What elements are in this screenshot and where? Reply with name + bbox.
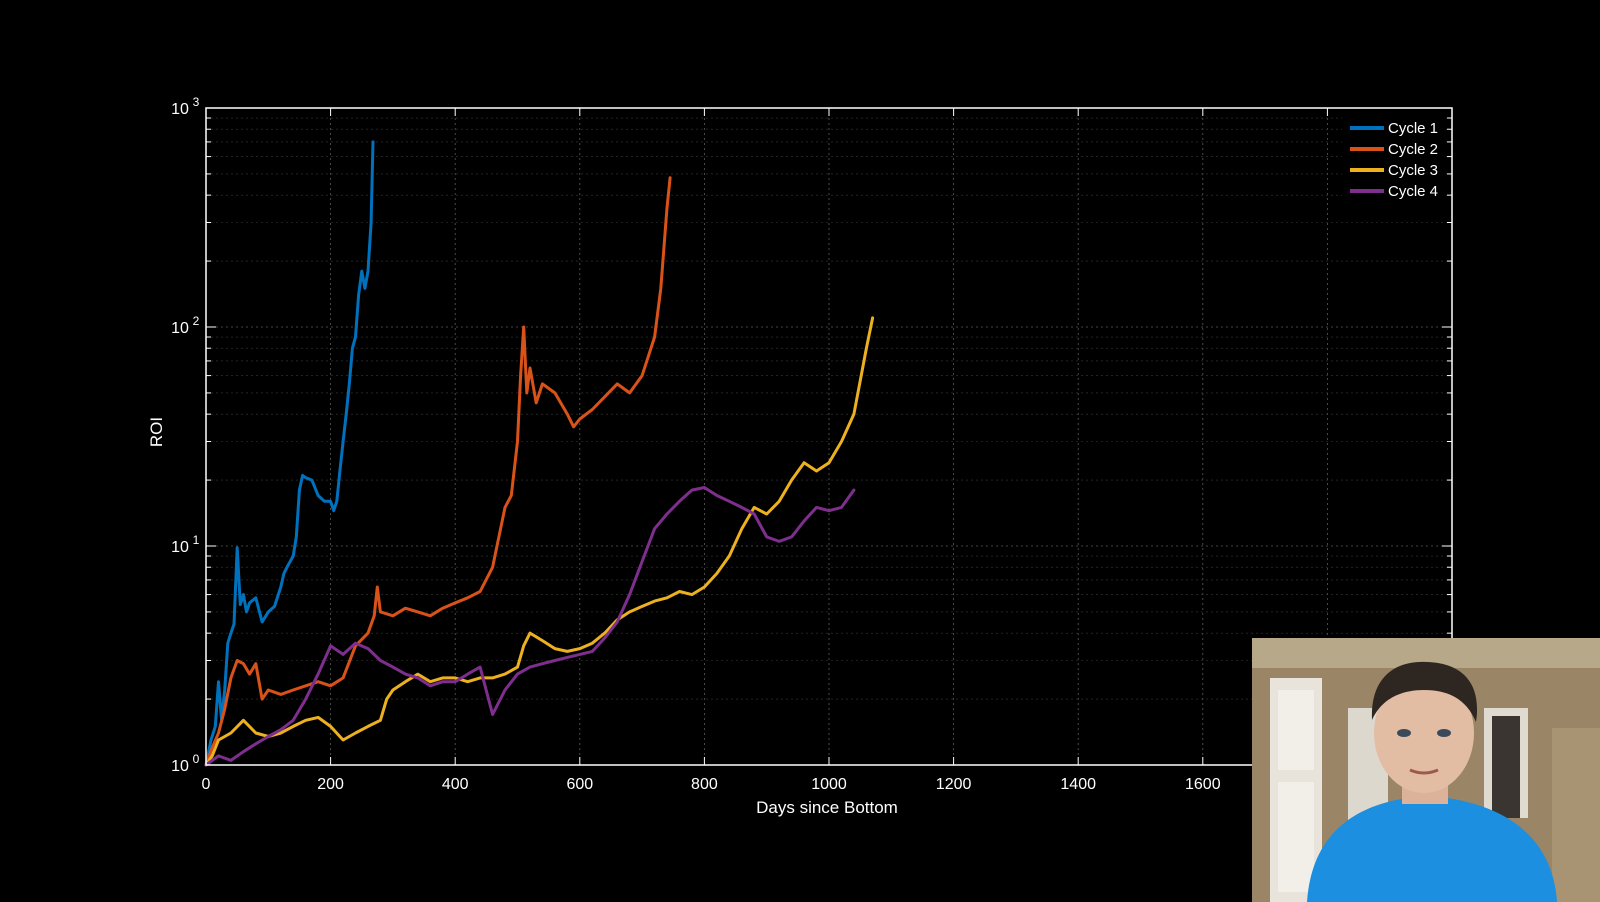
legend-label-cycle-4: Cycle 4 — [1388, 183, 1438, 200]
y-tick-label: 10 — [171, 320, 189, 337]
x-tick-label: 1600 — [1185, 776, 1221, 793]
series-lines — [204, 140, 875, 767]
legend-label-cycle-3: Cycle 3 — [1388, 162, 1438, 179]
y-tick-exponent: 3 — [193, 95, 200, 109]
x-tick-label: 1200 — [936, 776, 972, 793]
x-axis-label: Days since Bottom — [756, 798, 898, 817]
x-tick-label: 1000 — [811, 776, 847, 793]
presenter-image — [1252, 638, 1600, 902]
series-line-cycle-1 — [204, 140, 375, 767]
x-tick-label: 800 — [691, 776, 718, 793]
x-tick-label: 400 — [442, 776, 469, 793]
presenter-hair — [1371, 661, 1478, 722]
legend-label-cycle-1: Cycle 1 — [1388, 120, 1438, 137]
series-line-cycle-4 — [204, 486, 856, 767]
axis-ticks: 0 200 400 600 800 1000 1200 1400 1600 10 0 10 1 10 2 10… — [171, 95, 1453, 793]
y-tick-label: 10 — [171, 758, 189, 775]
y-tick-label: 10 — [171, 539, 189, 556]
y-tick-exponent: 1 — [193, 533, 200, 547]
y-tick-exponent: 0 — [193, 752, 200, 766]
presenter-face — [1374, 673, 1474, 793]
x-tick-label: 0 — [202, 776, 211, 793]
x-tick-label: 200 — [317, 776, 344, 793]
doorway — [1492, 716, 1520, 818]
series-line-cycle-3 — [204, 316, 875, 767]
legend: Cycle 1 Cycle 2 Cycle 3 Cycle 4 — [1342, 114, 1446, 206]
x-tick-label: 1400 — [1060, 776, 1096, 793]
presenter-shirt — [1307, 796, 1557, 902]
webcam-overlay — [1252, 638, 1600, 902]
y-axis-label: ROI — [147, 417, 166, 447]
series-line-cycle-2 — [204, 176, 672, 767]
x-tick-label: 600 — [566, 776, 593, 793]
legend-label-cycle-2: Cycle 2 — [1388, 141, 1438, 158]
y-tick-label: 10 — [171, 101, 189, 118]
y-tick-exponent: 2 — [193, 314, 200, 328]
